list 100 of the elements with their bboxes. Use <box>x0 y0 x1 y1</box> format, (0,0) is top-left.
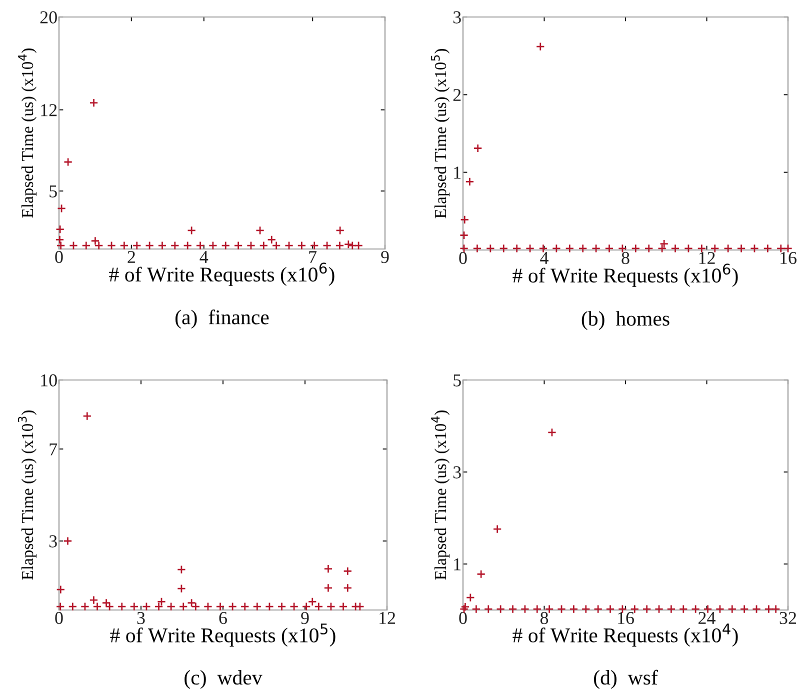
y-tick-label: 5 <box>50 185 57 198</box>
point <box>740 604 749 614</box>
point <box>267 235 276 244</box>
y-tick-label: 1 <box>454 166 461 179</box>
point <box>216 602 225 612</box>
point <box>259 241 268 250</box>
point <box>684 244 693 253</box>
y-axis-title: Elapsed Time (us) (x10$^{4}$) <box>431 410 450 580</box>
x-tick-label: 9 <box>381 250 389 264</box>
x-tick-label: 8 <box>540 612 548 624</box>
point <box>89 98 98 108</box>
point <box>338 602 348 612</box>
point <box>630 604 640 614</box>
point <box>56 602 65 612</box>
point <box>55 235 64 244</box>
point <box>460 215 470 224</box>
point <box>183 241 192 250</box>
point <box>691 604 700 614</box>
point <box>56 585 66 594</box>
x-tick-label: 6 <box>219 612 227 624</box>
x-tick-label: 12 <box>380 612 396 624</box>
x-axis-title: # of Write Requests (x10$^{6}$) <box>109 262 334 286</box>
point <box>343 566 352 576</box>
x-tick-label: 16 <box>618 612 634 624</box>
point <box>631 244 640 253</box>
point <box>132 241 142 250</box>
point <box>314 602 324 612</box>
point <box>102 598 111 608</box>
x-tick-label: 8 <box>622 252 630 264</box>
point <box>297 241 306 250</box>
point <box>105 602 114 612</box>
y-tick-label: 5 <box>454 374 461 386</box>
point <box>496 604 506 614</box>
point <box>82 412 92 421</box>
point <box>486 244 495 253</box>
x-tick-label: 12 <box>699 252 715 264</box>
point <box>166 602 176 612</box>
point <box>512 244 522 253</box>
point <box>310 241 319 250</box>
point <box>776 244 786 253</box>
point <box>284 241 294 250</box>
point <box>606 604 615 614</box>
x-tick-label: 24 <box>698 612 716 624</box>
point <box>187 226 196 235</box>
point <box>750 244 759 253</box>
point <box>492 524 502 534</box>
point <box>472 604 481 614</box>
point <box>68 602 78 612</box>
point <box>581 604 590 614</box>
point <box>460 230 469 240</box>
point <box>176 565 186 574</box>
point <box>473 144 482 153</box>
point <box>80 602 90 612</box>
point <box>538 244 548 253</box>
point <box>176 584 186 594</box>
x-tick-label: 4 <box>200 251 208 263</box>
text: (a) finance <box>175 310 269 329</box>
point <box>208 241 218 250</box>
point <box>344 240 353 249</box>
point <box>240 602 250 612</box>
point <box>56 241 66 250</box>
point <box>476 570 486 579</box>
point <box>203 602 212 612</box>
point <box>107 241 116 250</box>
point <box>536 42 545 52</box>
point <box>142 602 151 612</box>
x-axis-title: # of Write Requests (x10$^{5}$) <box>110 624 336 647</box>
point <box>64 158 73 166</box>
point <box>355 602 364 612</box>
point <box>644 244 654 253</box>
point <box>697 244 706 253</box>
point <box>508 604 518 614</box>
point <box>145 241 154 250</box>
point <box>277 602 286 612</box>
y-tick-label: 20 <box>40 11 57 24</box>
x-tick-label: 32 <box>780 612 796 624</box>
x-tick-label: 16 <box>780 252 796 264</box>
point <box>666 604 676 614</box>
point <box>178 602 188 612</box>
point <box>710 244 720 253</box>
point <box>578 244 588 253</box>
point <box>92 602 102 612</box>
x-tick-label: 0 <box>55 250 63 264</box>
point <box>290 602 299 612</box>
point <box>170 241 180 250</box>
point <box>724 244 733 253</box>
point <box>90 236 100 246</box>
point <box>272 241 281 250</box>
x-tick-label: 2 <box>128 250 135 263</box>
point <box>343 583 352 592</box>
point <box>592 244 601 253</box>
point <box>158 241 167 250</box>
point <box>252 602 262 612</box>
point <box>191 602 200 612</box>
point <box>472 244 482 253</box>
point <box>771 604 780 614</box>
y-axis-title: Elapsed Time (us) (x10$^{5}$) <box>431 48 450 218</box>
x-tick-label: 7 <box>309 251 317 263</box>
point <box>264 602 274 612</box>
point <box>764 604 774 614</box>
